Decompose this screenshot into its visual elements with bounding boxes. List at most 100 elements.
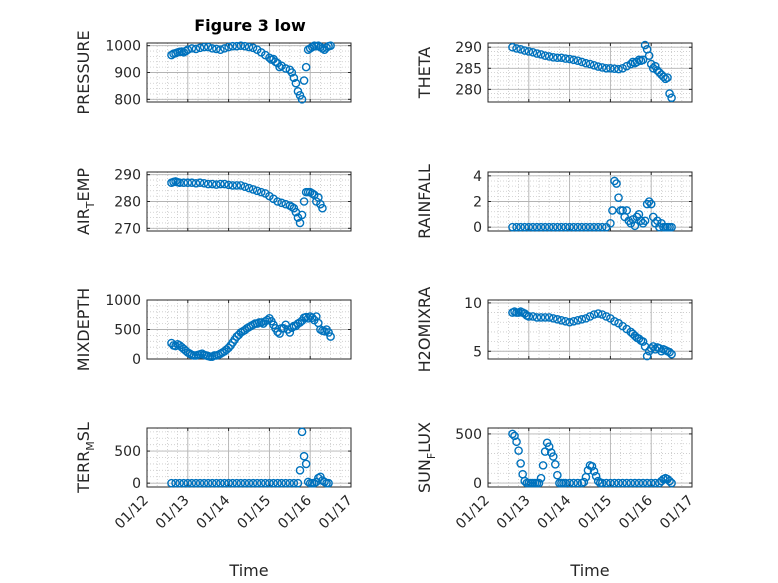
data-point [195, 178, 205, 188]
data-point [565, 317, 574, 327]
data-point [220, 478, 229, 488]
data-point [532, 49, 542, 58]
data-point [216, 179, 225, 189]
data-point [295, 218, 305, 228]
y-tick-label: 280 [455, 82, 482, 98]
data-point [561, 478, 570, 488]
data-point [553, 315, 562, 324]
data-point [634, 478, 644, 488]
data-point [236, 478, 246, 488]
data-point [293, 86, 303, 96]
data-point [287, 323, 297, 333]
data-point [248, 478, 258, 488]
y-axis-label: PRESSURE [74, 30, 93, 114]
data-point [240, 478, 250, 488]
data-point [232, 478, 242, 488]
data-point [667, 478, 676, 488]
data-point [581, 222, 591, 232]
data-point [536, 473, 546, 483]
data-point [322, 43, 331, 52]
data-point [561, 54, 570, 63]
data-point [561, 316, 570, 326]
data-point [287, 68, 297, 77]
data-point [275, 62, 284, 72]
data-point [638, 478, 648, 488]
data-point [642, 478, 652, 488]
data-point [289, 478, 299, 488]
data-point [569, 55, 578, 65]
data-point [228, 181, 237, 190]
y-axis-label: H2OMIXRA [415, 287, 434, 373]
data-point [667, 349, 676, 359]
data-point [573, 478, 583, 488]
axes-frame [487, 427, 693, 488]
data-point [581, 58, 591, 68]
data-point [593, 476, 603, 486]
data-point [528, 222, 538, 232]
data-point [167, 478, 176, 488]
data-point [646, 344, 656, 353]
data-point [557, 53, 566, 63]
data-point [524, 222, 534, 232]
data-point [216, 478, 225, 488]
data-point [512, 44, 521, 53]
data-point [630, 478, 640, 488]
data-point [577, 57, 587, 67]
data-point [256, 187, 266, 197]
data-point [548, 222, 558, 232]
data-point [175, 178, 184, 188]
data-point [553, 53, 562, 63]
y-tick-label: 500 [455, 427, 482, 443]
data-point [553, 222, 562, 232]
data-point [591, 471, 601, 481]
data-point [252, 186, 262, 196]
data-point [326, 332, 335, 341]
data-point [187, 478, 197, 488]
data-point [171, 341, 180, 351]
data-point [207, 478, 217, 488]
data-point [569, 316, 578, 326]
data-point [220, 179, 229, 189]
data-point [520, 46, 530, 55]
data-point [324, 478, 333, 488]
data-point [593, 62, 603, 71]
data-point [524, 47, 534, 56]
subplot-6: 5 10 H2OMIXRA [415, 287, 693, 373]
data-point [195, 43, 205, 53]
data-point [646, 478, 656, 488]
data-point [191, 178, 201, 188]
y-axis-label: AIRTEMP [74, 168, 97, 235]
y-tick-label: 5 [473, 344, 482, 360]
data-point [667, 93, 676, 103]
y-tick-label: 0 [473, 220, 482, 236]
data-point [587, 462, 597, 471]
y-axis-label: SUNFLUX [415, 422, 438, 493]
data-point [224, 180, 233, 190]
data-point [207, 179, 217, 189]
data-point [622, 61, 632, 71]
data-point [316, 199, 325, 209]
y-axis-label: THETA [415, 47, 434, 99]
data-point [538, 461, 548, 470]
y-axis-label-subscript: M [84, 441, 97, 451]
data-point [277, 198, 286, 208]
data-point [307, 313, 317, 323]
data-point [577, 222, 587, 232]
data-point [240, 41, 250, 51]
data-point [544, 222, 554, 232]
data-point [183, 45, 193, 55]
y-tick-label: 4 [473, 169, 482, 185]
data-point [610, 316, 619, 326]
data-point [642, 351, 652, 361]
data-point [263, 315, 272, 325]
y-axis-label: TERRMSL [74, 422, 97, 494]
x-axis-label: Time [228, 561, 268, 580]
subplot-3: 270 280 290 AIRTEMP [74, 168, 352, 237]
data-point [520, 222, 530, 232]
data-point [569, 222, 578, 232]
y-axis-label: RAINFALL [415, 164, 434, 239]
data-point [269, 478, 278, 488]
data-point [320, 326, 329, 336]
data-point [606, 478, 615, 488]
